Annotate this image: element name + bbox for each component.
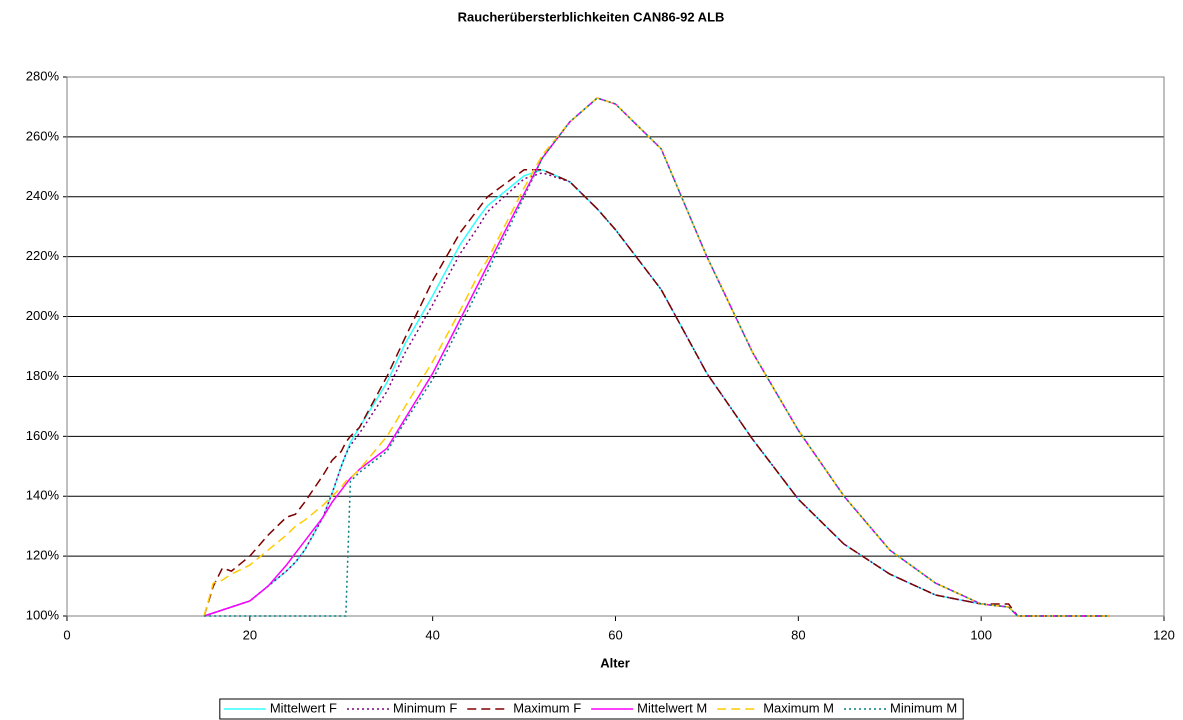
- plot-frame: [66, 76, 1165, 617]
- y-tick-label: 280%: [26, 68, 60, 83]
- legend-label: Mittelwert M: [637, 700, 707, 715]
- y-tick-label: 200%: [26, 308, 60, 323]
- legend: Mittelwert F Minimum F Maximum F Mittelwert…: [219, 698, 964, 720]
- chart-title: Raucherübersterblichkeiten CAN86-92 ALB: [458, 9, 725, 24]
- x-tick-label: 40: [425, 627, 439, 642]
- y-tick-label: 140%: [26, 488, 60, 503]
- series-line: [203, 97, 1110, 617]
- x-tick-label: 20: [243, 627, 257, 642]
- series-line: [203, 168, 1110, 617]
- y-tick-label: 180%: [26, 368, 60, 383]
- y-tick-label: 120%: [26, 548, 60, 563]
- y-tick-label: 160%: [26, 428, 60, 443]
- y-tick-label: 220%: [26, 248, 60, 263]
- x-tick-label: 120: [1153, 627, 1175, 642]
- x-tick-label: 80: [791, 627, 805, 642]
- x-tick-label: 60: [608, 627, 622, 642]
- y-tick-label: 240%: [26, 188, 60, 203]
- legend-label: Minimum F: [393, 700, 457, 715]
- y-tick-label: 260%: [26, 128, 60, 143]
- y-tick-label: 100%: [26, 607, 60, 622]
- legend-label: Maximum M: [763, 700, 834, 715]
- x-tick-label: 100: [970, 627, 992, 642]
- legend-label: Mittelwert F: [270, 700, 337, 715]
- legend-label: Maximum F: [513, 700, 581, 715]
- legend-label: Minimum M: [890, 700, 957, 715]
- x-tick-label: 0: [63, 627, 70, 642]
- x-axis-label: Alter: [600, 655, 630, 670]
- series-line: [203, 169, 1110, 617]
- series-line: [203, 172, 1110, 617]
- series-line: [203, 97, 1110, 617]
- series-line: [204, 97, 1110, 617]
